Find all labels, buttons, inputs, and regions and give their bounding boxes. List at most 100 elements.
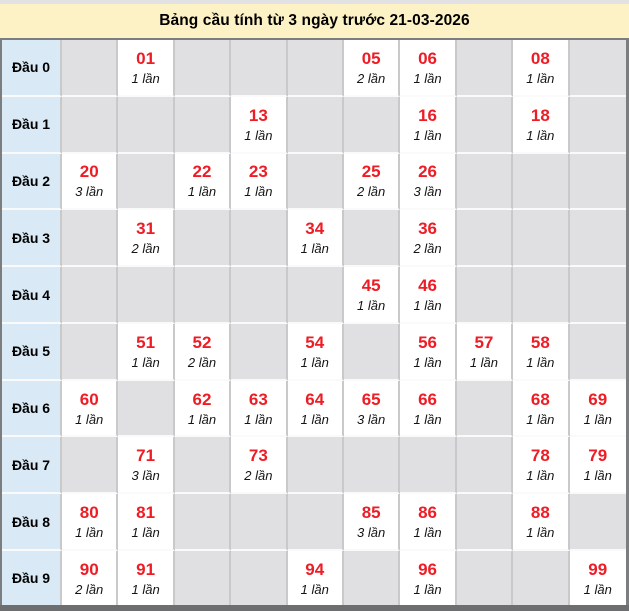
cell-number: 91 — [136, 559, 156, 579]
empty-cell — [569, 153, 626, 211]
cell-number: 08 — [530, 48, 550, 68]
empty-cell — [343, 437, 401, 495]
cell-number: 54 — [305, 332, 325, 352]
number-cell: 51 1 lần — [118, 323, 175, 381]
number-cell: 25 2 lần — [343, 153, 401, 211]
cell-number: 60 — [79, 389, 99, 409]
cell-number: 36 — [418, 219, 437, 239]
number-cell: 16 1 lần — [400, 96, 457, 154]
empty-cell — [287, 267, 344, 324]
cell-number: 86 — [418, 503, 437, 523]
cell-number: 85 — [361, 503, 381, 523]
cell-count: 1 lần — [244, 127, 273, 143]
number-cell: 06 1 lần — [400, 40, 457, 97]
empty-cell — [231, 551, 288, 605]
cell-count: 1 lần — [131, 354, 160, 370]
cell-number: 94 — [305, 559, 325, 579]
empty-cell — [343, 323, 401, 381]
number-cell: 36 2 lần — [400, 210, 457, 268]
cell-count: 1 lần — [75, 525, 104, 541]
stat-table-body: Đầu 0 01 1 lần 05 2 lần 06 1 lần 08 1 lần Đầu 1 13… — [2, 40, 626, 605]
cell-count: 1 lần — [131, 525, 160, 541]
table-row: Đầu 1 13 1 lần 16 1 lần 18 1 lần — [2, 96, 626, 154]
cell-count: 1 lần — [75, 411, 104, 427]
cell-number: 81 — [136, 503, 156, 523]
empty-cell — [174, 551, 232, 605]
empty-cell — [62, 267, 119, 324]
cell-count: 1 lần — [526, 70, 555, 86]
empty-cell — [569, 323, 626, 381]
cell-count: 1 lần — [187, 184, 217, 200]
cell-number: 23 — [248, 162, 268, 182]
empty-cell — [456, 153, 514, 211]
number-cell: 96 1 lần — [400, 551, 457, 605]
cell-count: 2 lần — [413, 241, 442, 257]
cell-count: 1 lần — [357, 298, 386, 314]
cell-count: 3 lần — [75, 184, 104, 200]
cell-number: 66 — [418, 389, 437, 409]
number-cell: 13 1 lần — [231, 96, 288, 154]
number-cell: 80 1 lần — [62, 494, 119, 552]
number-cell: 18 1 lần — [513, 96, 570, 154]
cell-count: 1 lần — [526, 468, 555, 484]
number-cell: 94 1 lần — [287, 551, 344, 605]
cell-number: 64 — [305, 389, 325, 409]
cell-count: 1 lần — [526, 525, 555, 541]
cell-count: 2 lần — [75, 581, 104, 597]
cell-number: 80 — [79, 503, 99, 523]
number-cell: 05 2 lần — [343, 40, 401, 97]
cell-number: 96 — [418, 559, 437, 579]
cell-number: 78 — [530, 446, 550, 466]
empty-cell — [287, 494, 344, 552]
cell-count: 1 lần — [131, 581, 160, 597]
cell-number: 34 — [305, 219, 325, 239]
number-cell: 54 1 lần — [287, 323, 344, 381]
row-label: Đầu 9 — [2, 551, 62, 605]
row-label: Đầu 8 — [2, 494, 62, 552]
number-cell: 63 1 lần — [231, 380, 288, 438]
number-cell: 69 1 lần — [569, 380, 626, 438]
number-cell: 85 3 lần — [343, 494, 401, 552]
number-cell: 88 1 lần — [513, 494, 570, 552]
number-cell: 45 1 lần — [343, 267, 401, 324]
cell-count: 1 lần — [187, 411, 217, 427]
table-row: Đầu 7 71 3 lần 73 2 lần 78 1 lần 79 1 lần — [2, 437, 626, 495]
number-cell: 60 1 lần — [62, 380, 119, 438]
cell-number: 90 — [79, 559, 99, 579]
cell-number: 69 — [588, 389, 608, 409]
number-cell: 71 3 lần — [118, 437, 175, 495]
empty-cell — [513, 267, 570, 324]
empty-cell — [456, 267, 514, 324]
table-row: Đầu 2 20 3 lần 22 1 lần 23 1 lần 25 2 lần 26 3 lần — [2, 153, 626, 211]
cell-number: 45 — [361, 276, 381, 296]
number-cell: 23 1 lần — [231, 153, 288, 211]
row-label: Đầu 4 — [2, 267, 62, 324]
cell-number: 31 — [136, 219, 156, 239]
cell-count: 1 lần — [413, 354, 442, 370]
empty-cell — [174, 267, 232, 324]
cell-number: 58 — [530, 332, 550, 352]
number-cell: 86 1 lần — [400, 494, 457, 552]
empty-cell — [513, 153, 570, 211]
cell-number: 05 — [361, 48, 381, 68]
empty-cell — [231, 210, 288, 268]
cell-number: 79 — [588, 446, 608, 466]
cell-count: 2 lần — [357, 184, 386, 200]
cell-number: 57 — [474, 332, 494, 352]
table-row: Đầu 6 60 1 lần 62 1 lần 63 1 lần 64 1 lần 65 3 lần… — [2, 380, 626, 438]
cell-number: 22 — [192, 162, 212, 182]
empty-cell — [118, 267, 175, 324]
cell-count: 1 lần — [583, 581, 612, 597]
cell-number: 63 — [248, 389, 268, 409]
number-cell: 78 1 lần — [513, 437, 570, 495]
row-label: Đầu 0 — [2, 40, 62, 97]
empty-cell — [456, 96, 514, 154]
number-cell: 79 1 lần — [569, 437, 626, 495]
cell-count: 1 lần — [526, 127, 555, 143]
empty-cell — [118, 96, 175, 154]
number-cell: 64 1 lần — [287, 380, 344, 438]
empty-cell — [400, 437, 457, 495]
empty-cell — [569, 40, 626, 97]
empty-cell — [513, 210, 570, 268]
table-row: Đầu 0 01 1 lần 05 2 lần 06 1 lần 08 1 lần — [2, 40, 626, 97]
